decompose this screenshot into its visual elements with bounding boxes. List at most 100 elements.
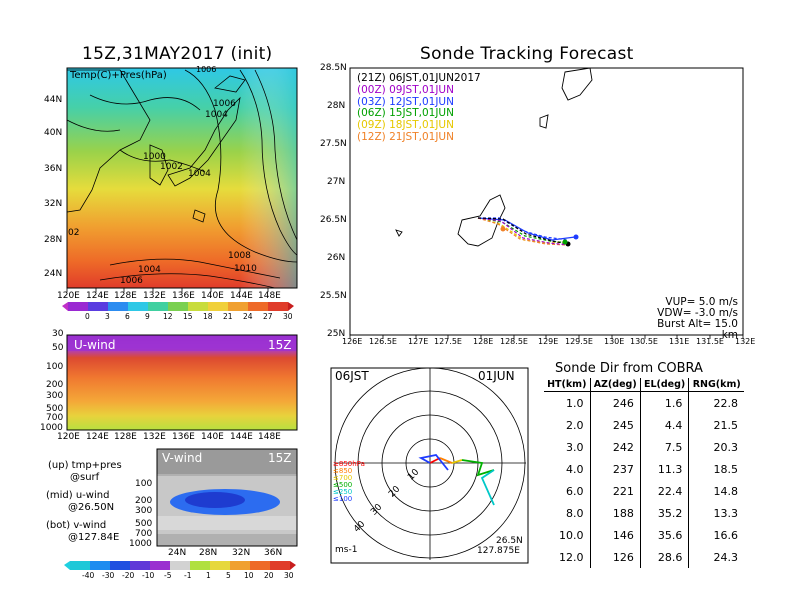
column-header: AZ(deg)	[590, 378, 641, 392]
v-y-tick: 700	[135, 529, 153, 539]
track-y-tick: 25N	[327, 329, 346, 339]
az-cell: 242	[590, 436, 641, 458]
track-x-tick: 127E	[408, 337, 429, 346]
polar-left-time: 06JST	[335, 369, 369, 383]
track-title: Sonde Tracking Forecast	[420, 44, 634, 64]
x-tick-label: 136E	[172, 291, 195, 301]
x-tick-label: 132E	[143, 291, 166, 301]
rng-cell: 18.5	[713, 462, 739, 476]
legend-note: @surf	[70, 472, 100, 483]
level-entry: ≤500	[333, 481, 353, 489]
vup-value: VUP= 5.0 m/s	[665, 296, 738, 308]
track-x-tick: 132E	[735, 337, 756, 346]
v-x-tick: 36N	[264, 548, 283, 558]
table-row: 12.0 126 28.6 24.3	[544, 546, 744, 568]
y-tick-label: 36N	[44, 164, 63, 174]
rng-cell: 20.3	[713, 440, 739, 454]
u-y-tick: 300	[46, 391, 64, 401]
table-row: 1.0 246 1.6 22.8	[544, 391, 744, 414]
main-map-overlay-label: Temp(C)+Pres(hPa)	[70, 70, 167, 81]
u-y-tick: 100	[46, 362, 64, 372]
colorbar-label: 9	[145, 312, 150, 321]
v-wind-time: 15Z	[268, 451, 292, 465]
u-y-tick: 30	[52, 329, 64, 339]
v-y-tick: 1000	[129, 539, 152, 549]
polar-lat: 26.5N	[496, 536, 523, 546]
az-cell: 237	[590, 458, 641, 480]
ht-cell: 6.0	[544, 480, 591, 502]
u-y-tick: 200	[46, 380, 64, 390]
el-cell: 11.3	[640, 458, 690, 480]
rng-cell: 22.8	[713, 396, 739, 410]
rng-cell: 16.6	[713, 528, 739, 542]
ht-cell: 12.0	[544, 546, 591, 568]
v-colorbar	[64, 561, 296, 570]
colorbar-label: 18	[203, 312, 213, 321]
legend-note: (mid) u-wind	[46, 490, 110, 501]
el-cell: 28.6	[640, 546, 690, 568]
track-legend-entry: (09Z) 18JST,01JUN	[357, 119, 454, 132]
track-y-tick: 27N	[327, 177, 346, 187]
ht-cell: 8.0	[544, 502, 591, 524]
u-x-tick: 148E	[258, 432, 281, 442]
u-y-tick: 700	[46, 413, 64, 423]
y-tick-label: 40N	[44, 128, 63, 138]
u-x-tick: 120E	[57, 432, 80, 442]
table-row: 8.0 188 35.2 13.3	[544, 502, 744, 524]
v-colorbar-label: -1	[184, 571, 192, 580]
table-row: 6.0 221 22.4 14.8	[544, 480, 744, 502]
az-cell: 246	[590, 391, 641, 414]
track-x-tick: 126E	[342, 337, 363, 346]
u-y-tick: 500	[46, 404, 64, 414]
colorbar-label: 27	[263, 312, 273, 321]
sonde-table: HT(km) AZ(deg) EL(deg) RNG(km) 1.0 246 1.6…	[544, 378, 744, 568]
legend-note: @127.84E	[68, 532, 120, 543]
v-colorbar-label: 20	[264, 571, 274, 580]
contour-label: 02	[68, 228, 80, 238]
level-entry: ≤250	[333, 488, 353, 496]
el-cell: 22.4	[640, 480, 690, 502]
contour-label: 1008	[228, 251, 251, 261]
track-x-tick: 129.5E	[565, 337, 593, 346]
x-tick-label: 144E	[230, 291, 253, 301]
level-entry: ≥850hPa	[333, 460, 365, 468]
contour-label: 1004	[188, 169, 211, 179]
track-x-tick: 129E	[538, 337, 559, 346]
rng-cell: 24.3	[713, 550, 739, 564]
v-y-tick: 300	[135, 506, 153, 516]
vdw-value: VDW= -3.0 m/s	[657, 307, 738, 319]
level-entry: ≤100	[333, 495, 353, 503]
el-cell: 1.6	[640, 391, 690, 414]
track-x-tick: 130E	[604, 337, 625, 346]
contour-label: 1006	[196, 65, 217, 74]
v-colorbar-label: -5	[164, 571, 172, 580]
legend-note: @26.50N	[68, 502, 115, 513]
polar-lon: 127.875E	[477, 546, 520, 556]
contour-label: 1004	[138, 265, 161, 275]
track-y-tick: 28N	[327, 101, 346, 111]
colorbar-label: 30	[283, 312, 293, 321]
track-y-tick: 25.5N	[320, 291, 347, 301]
track-legend: (21Z) 06JST,01JUN2017 (00Z) 09JST,01JUN …	[357, 72, 481, 144]
track-y-tick: 26.5N	[320, 215, 347, 225]
colorbar-label: 0	[85, 312, 90, 321]
v-colorbar-label: -40	[82, 571, 95, 580]
track-legend-entry: (00Z) 09JST,01JUN	[357, 83, 454, 96]
colorbar-label: 12	[163, 312, 173, 321]
track-legend-entry: (12Z) 21JST,01JUN	[357, 130, 454, 143]
table-row: 2.0 245 4.4 21.5	[544, 414, 744, 436]
contour-label: 1006	[213, 99, 236, 109]
track-legend-entry: (03Z) 12JST,01JUN	[357, 95, 454, 108]
el-cell: 7.5	[640, 436, 690, 458]
table-row: 10.0 146 35.6 16.6	[544, 524, 744, 546]
track-x-tick: 131.5E	[696, 337, 724, 346]
main-colorbar	[62, 302, 294, 311]
el-cell: 35.2	[640, 502, 690, 524]
rng-cell: 21.5	[713, 418, 739, 432]
column-header: HT(km)	[544, 378, 591, 392]
main-map-panel	[66, 67, 298, 289]
v-y-tick: 100	[135, 479, 153, 489]
v-y-tick: 500	[135, 519, 153, 529]
v-x-tick: 32N	[232, 548, 251, 558]
x-tick-label: 140E	[201, 291, 224, 301]
